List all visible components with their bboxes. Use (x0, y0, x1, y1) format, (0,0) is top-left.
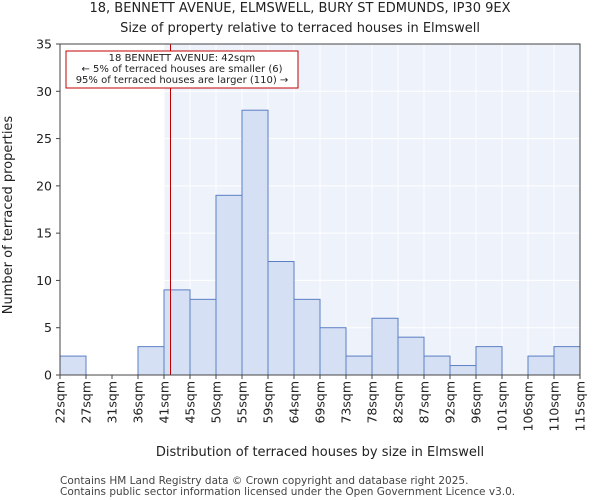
x-tick-label: 69sqm (313, 381, 328, 424)
x-tick-label: 50sqm (209, 381, 224, 424)
bar-59sqm (267, 261, 295, 376)
y-tick-label: 15 (36, 226, 52, 241)
y-tick-label: 30 (36, 84, 52, 99)
x-tick-label: 55sqm (235, 381, 250, 424)
x-tick-label: 110sqm (547, 381, 562, 431)
y-axis-ticks: 0 5 10 15 20 25 30 35 (36, 37, 60, 383)
annotation-line2: ← 5% of terraced houses are smaller (6) (82, 64, 283, 75)
bar-55sqm (241, 109, 269, 376)
x-tick-label: 36sqm (131, 381, 146, 424)
y-axis-label: Number of terraced properties (1, 116, 16, 315)
x-tick-label: 87sqm (417, 381, 432, 424)
bar-106sqm (527, 355, 555, 376)
y-tick-label: 35 (36, 37, 52, 52)
annotation-frame (65, 50, 299, 89)
bar-87sqm (423, 355, 451, 376)
x-tick-label: 41sqm (157, 381, 172, 424)
plot-area (59, 43, 581, 376)
y-tick-label: 20 (36, 178, 52, 193)
bar-69sqm (319, 327, 347, 376)
bar-78sqm (371, 317, 399, 376)
x-tick-label: 106sqm (521, 381, 536, 431)
x-tick-label: 27sqm (79, 381, 94, 424)
x-tick-label: 101sqm (495, 381, 510, 431)
footer-line2: Contains public sector information licen… (60, 486, 515, 498)
bar-82sqm (397, 336, 425, 376)
x-tick-label: 45sqm (183, 381, 198, 424)
x-tick-label: 73sqm (339, 381, 354, 424)
y-tick-label: 0 (44, 368, 52, 383)
chart-title-line2: Size of property relative to terraced ho… (120, 21, 480, 36)
x-tick-label: 22sqm (53, 381, 68, 424)
x-tick-label: 92sqm (443, 381, 458, 424)
y-tick-label: 25 (36, 131, 52, 146)
bar-41sqm (163, 289, 191, 376)
y-tick-label: 10 (36, 273, 52, 288)
x-tick-label: 64sqm (287, 381, 302, 424)
bar-36sqm (137, 346, 165, 376)
annotation-box: 18 BENNETT AVENUE: 42sqm ← 5% of terrace… (65, 50, 299, 89)
x-tick-label: 31sqm (105, 381, 120, 424)
x-tick-label: 78sqm (365, 381, 380, 424)
x-tick-label: 82sqm (391, 381, 406, 424)
x-tick-label: 115sqm (573, 381, 588, 431)
x-tick-label: 96sqm (469, 381, 484, 424)
x-axis-ticks: 22sqm 27sqm 31sqm 36sqm 41sqm 45sqm 50sqm 55sqm… (53, 375, 588, 431)
bar-22sqm (59, 355, 87, 376)
annotation-line1: 18 BENNETT AVENUE: 42sqm (109, 53, 256, 64)
annotation-line3: 95% of terraced houses are larger (110) … (76, 75, 289, 86)
bar-92sqm (449, 365, 477, 376)
y-tick-label: 5 (44, 320, 52, 335)
x-axis-label: Distribution of terraced houses by size … (156, 445, 484, 460)
bar-50sqm (215, 194, 243, 376)
bar-45sqm (189, 298, 217, 376)
bar-73sqm (345, 355, 373, 376)
bar-110sqm (553, 346, 581, 376)
bar-64sqm (293, 298, 321, 376)
x-tick-label: 59sqm (261, 381, 276, 424)
bar-96sqm (475, 346, 503, 376)
footer-line1: Contains HM Land Registry data © Crown c… (60, 475, 468, 487)
chart-title-line1: 18, BENNETT AVENUE, ELMSWELL, BURY ST ED… (90, 1, 511, 16)
bars (59, 109, 581, 376)
